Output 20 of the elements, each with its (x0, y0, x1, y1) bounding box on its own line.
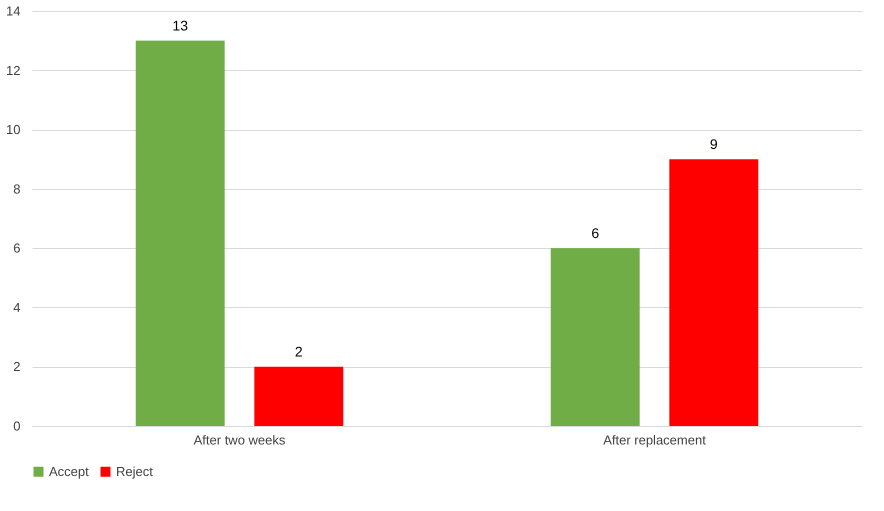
y-tick-label: 6 (13, 240, 20, 256)
data-label: 9 (710, 136, 718, 152)
bar (669, 159, 758, 426)
y-tick-label: 14 (6, 4, 20, 18)
y-tick-label: 10 (6, 122, 20, 138)
x-tick-label: After two weeks (194, 432, 286, 448)
y-tick-label: 2 (13, 359, 20, 374)
data-label: 13 (172, 18, 188, 34)
y-tick-label: 4 (13, 300, 20, 315)
y-tick-label: 0 (13, 418, 20, 434)
bar (254, 366, 344, 426)
data-label: 6 (591, 225, 600, 242)
y-tick-label: 12 (6, 62, 20, 78)
y-tick-label: 8 (13, 181, 20, 196)
legend-label: Accept (49, 464, 90, 479)
x-tick-label: After replacement (603, 432, 706, 448)
legend-label: Reject (116, 464, 154, 479)
bar (550, 248, 640, 426)
data-label: 2 (294, 344, 303, 360)
bar (136, 40, 225, 426)
